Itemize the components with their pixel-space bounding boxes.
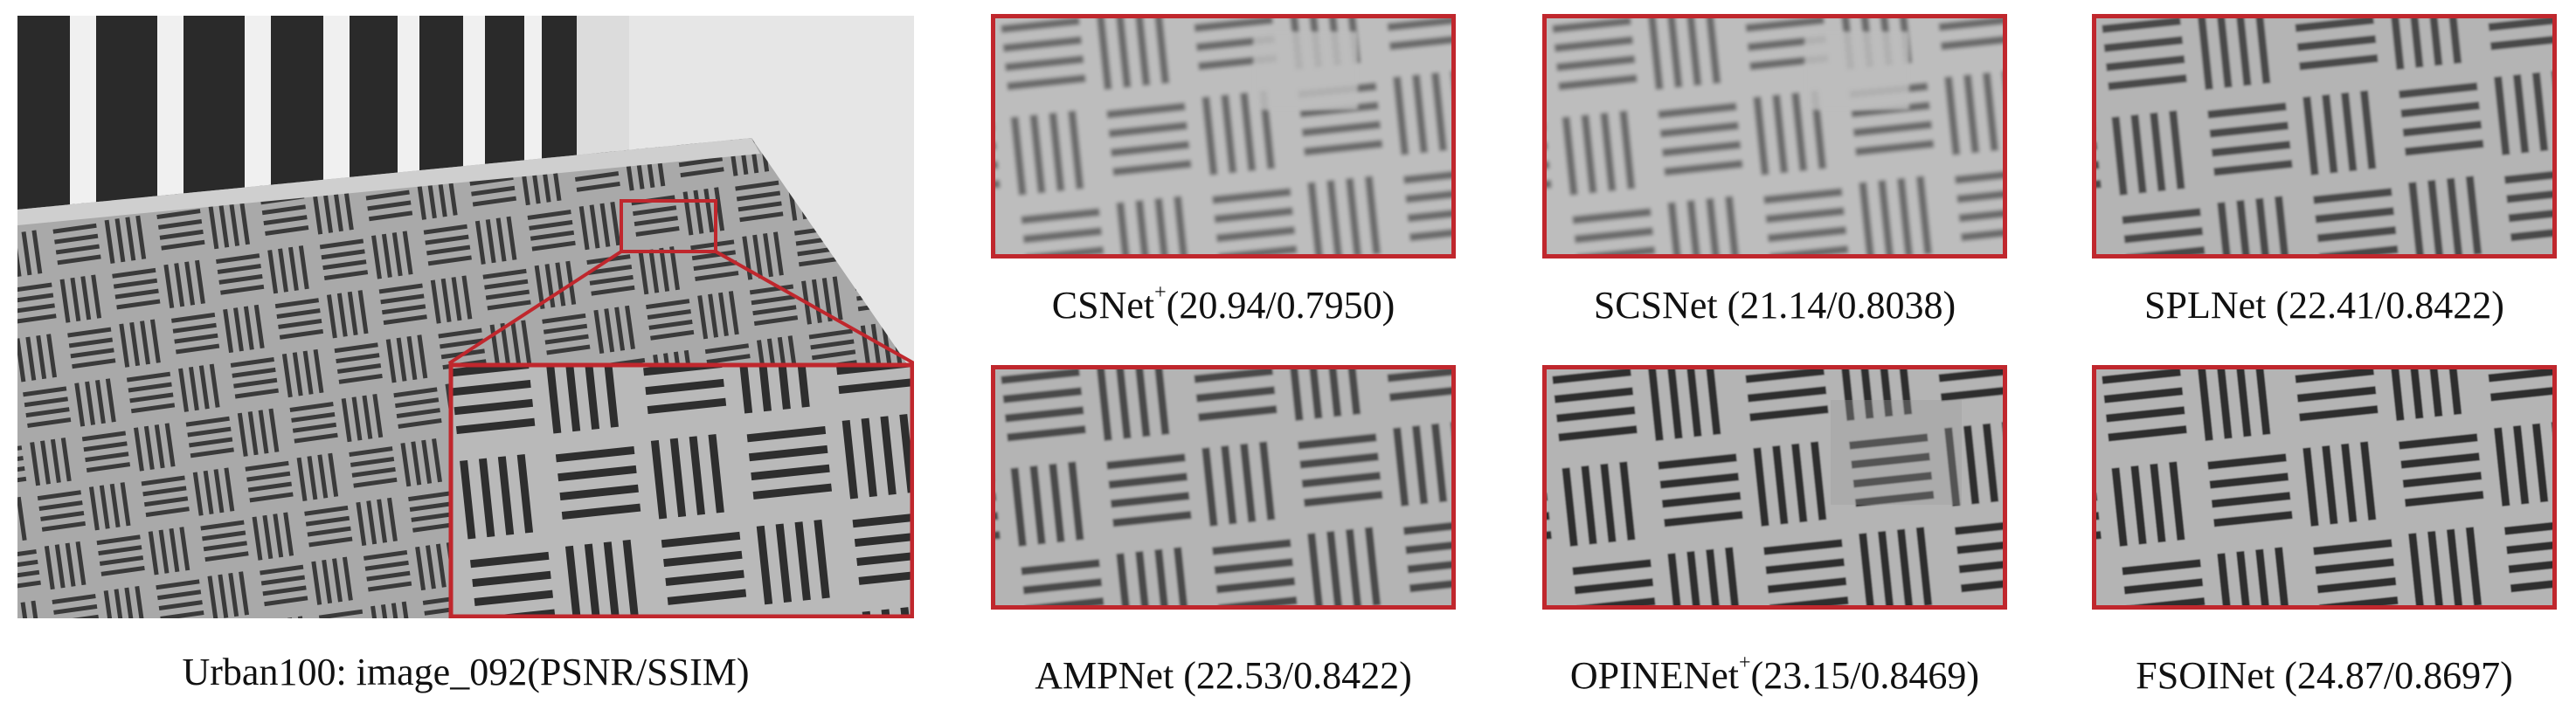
method-name: SCSNet: [1593, 284, 1728, 327]
method-superscript: +: [1154, 281, 1167, 304]
crop-panel-5: [1542, 365, 2014, 610]
crop-caption: SPLNet (22.41/0.8422): [2039, 286, 2576, 325]
psnr-ssim-score: (21.14/0.8038): [1727, 284, 1956, 327]
zoom-region-box: [620, 199, 717, 253]
method-name: AMPNet: [1035, 654, 1184, 697]
main-caption: Urban100: image_092(PSNR/SSIM): [182, 651, 750, 693]
crop-caption: FSOINet (24.87/0.8697): [2039, 657, 2576, 695]
method-name: SPLNet: [2144, 284, 2276, 327]
zoom-inset-frame: [448, 362, 914, 618]
crop-panel-2: [1542, 14, 2014, 258]
crop-image: [991, 365, 1456, 610]
crop-caption: SCSNet (21.14/0.8038): [1490, 286, 2060, 325]
psnr-ssim-score: (20.94/0.7950): [1166, 284, 1395, 327]
psnr-ssim-score: (22.53/0.8422): [1183, 654, 1412, 697]
urban100-building-photo: [17, 16, 914, 618]
crop-image: [1542, 14, 2007, 258]
psnr-ssim-score: (22.41/0.8422): [2275, 284, 2504, 327]
crop-image: [991, 14, 1456, 258]
psnr-ssim-score: (24.87/0.8697): [2284, 654, 2513, 697]
method-name: OPINENet: [1569, 654, 1739, 697]
method-superscript: +: [1739, 651, 1751, 674]
psnr-ssim-score: (23.15/0.8469): [1750, 654, 1980, 697]
method-name: FSOINet: [2136, 654, 2285, 697]
crop-image: [2092, 14, 2557, 258]
crop-caption: CSNet+(20.94/0.7950): [938, 282, 1508, 327]
crop-caption: OPINENet+(23.15/0.8469): [1490, 652, 2060, 697]
main-photo: [17, 16, 914, 618]
crop-caption: AMPNet (22.53/0.8422): [938, 657, 1508, 695]
crop-panel-4: [991, 365, 1463, 610]
method-name: CSNet: [1051, 284, 1155, 327]
crop-image: [1542, 365, 2007, 610]
crop-panel-6: [2092, 365, 2564, 610]
crop-panel-1: [991, 14, 1463, 258]
crop-panel-3: [2092, 14, 2564, 258]
crop-image: [2092, 365, 2557, 610]
